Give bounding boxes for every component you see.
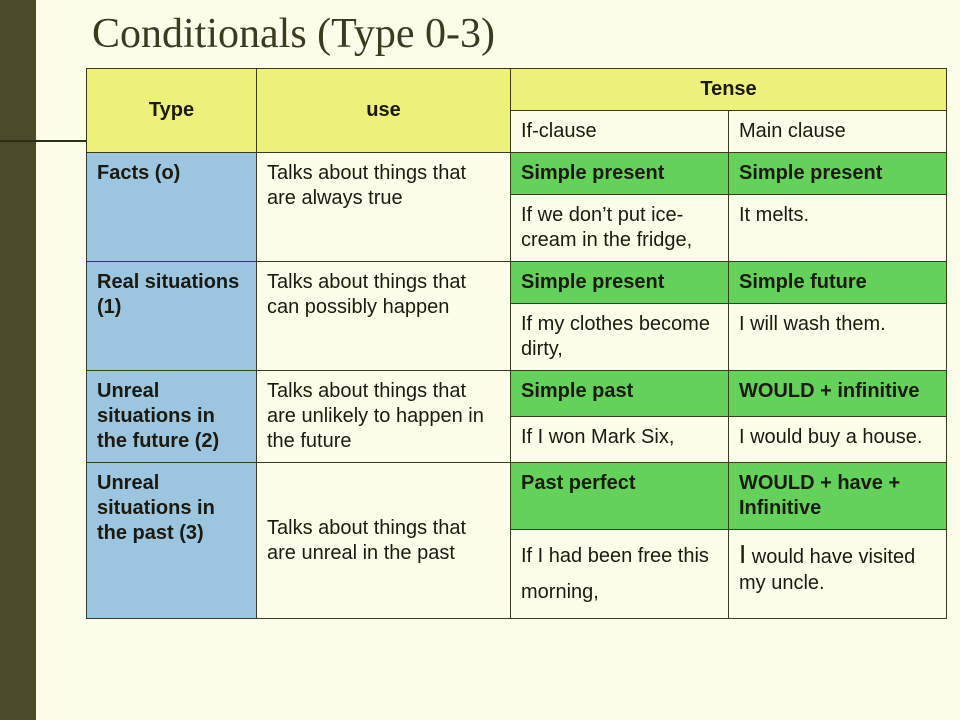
table-row: Unreal situations in the future (2) Talk… — [87, 371, 947, 417]
main-tense: WOULD + infinitive — [729, 371, 947, 417]
main-example: I would have visited my uncle. — [729, 530, 947, 619]
slide-title: Conditionals (Type 0-3) — [36, 0, 946, 68]
use-cell: Talks about things that are always true — [257, 153, 511, 262]
use-cell: Talks about things that are unlikely to … — [257, 371, 511, 463]
if-example: If I had been free this morning, — [511, 530, 729, 619]
header-use: use — [257, 69, 511, 153]
main-example: It melts. — [729, 195, 947, 262]
if-tense: Past perfect — [511, 463, 729, 530]
table-row: Facts (o) Talks about things that are al… — [87, 153, 947, 195]
if-tense: Simple past — [511, 371, 729, 417]
main-tense: Simple future — [729, 262, 947, 304]
header-main-clause: Main clause — [729, 111, 947, 153]
if-tense: Simple present — [511, 262, 729, 304]
type-cell: Facts (o) — [87, 153, 257, 262]
main-example-rest: would have visited my uncle. — [739, 546, 915, 594]
if-example: If we don’t put ice-cream in the fridge, — [511, 195, 729, 262]
header-type: Type — [87, 69, 257, 153]
if-example: If I won Mark Six, — [511, 417, 729, 463]
use-cell: Talks about things that can possibly hap… — [257, 262, 511, 371]
type-cell: Unreal situations in the past (3) — [87, 463, 257, 619]
main-example: I would buy a house. — [729, 417, 947, 463]
header-tense: Tense — [511, 69, 947, 111]
header-if-clause: If-clause — [511, 111, 729, 153]
if-example: If my clothes become dirty, — [511, 304, 729, 371]
slide-content: Conditionals (Type 0-3) Type use Tense I… — [36, 0, 960, 720]
table-row: Real situations (1) Talks about things t… — [87, 262, 947, 304]
main-tense: Simple present — [729, 153, 947, 195]
type-cell: Unreal situations in the future (2) — [87, 371, 257, 463]
table-row: Unreal situations in the past (3) Talks … — [87, 463, 947, 530]
main-tense: WOULD + have + Infinitive — [729, 463, 947, 530]
conditionals-table: Type use Tense If-clause Main clause Fac… — [86, 68, 947, 619]
left-accent-bar — [0, 0, 36, 720]
use-cell: Talks about things that are unreal in th… — [257, 463, 511, 619]
type-cell: Real situations (1) — [87, 262, 257, 371]
if-tense: Simple present — [511, 153, 729, 195]
table-header-row: Type use Tense — [87, 69, 947, 111]
main-example: I will wash them. — [729, 304, 947, 371]
